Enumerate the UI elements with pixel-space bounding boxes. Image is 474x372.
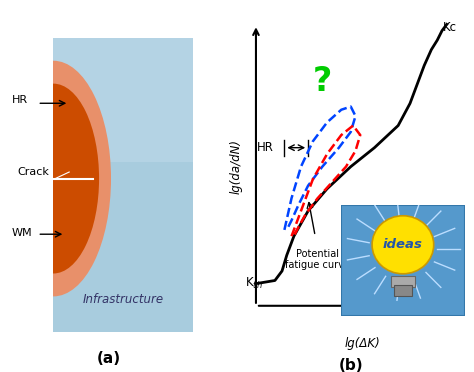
Text: (b): (b) bbox=[338, 358, 363, 372]
FancyBboxPatch shape bbox=[394, 285, 411, 296]
Text: Potential
fatigue curve: Potential fatigue curve bbox=[285, 249, 350, 270]
Text: Crack: Crack bbox=[18, 167, 49, 177]
Text: HR: HR bbox=[11, 95, 27, 105]
Ellipse shape bbox=[372, 216, 434, 274]
Text: Infrastructure: Infrastructure bbox=[82, 293, 164, 306]
FancyBboxPatch shape bbox=[53, 38, 192, 333]
Text: ?: ? bbox=[313, 65, 332, 98]
Text: (a): (a) bbox=[97, 351, 121, 366]
Text: K$_{th}$: K$_{th}$ bbox=[246, 276, 263, 291]
FancyBboxPatch shape bbox=[341, 205, 465, 316]
Text: WM: WM bbox=[11, 228, 32, 238]
FancyBboxPatch shape bbox=[391, 276, 415, 287]
Text: ideas: ideas bbox=[383, 238, 423, 251]
Text: lg(da/dN): lg(da/dN) bbox=[229, 139, 242, 194]
FancyBboxPatch shape bbox=[53, 38, 192, 162]
Ellipse shape bbox=[8, 84, 99, 273]
Text: Kc: Kc bbox=[443, 21, 457, 34]
Text: HR: HR bbox=[257, 141, 274, 154]
Ellipse shape bbox=[0, 61, 111, 296]
Polygon shape bbox=[9, 15, 53, 342]
Text: lg(ΔK): lg(ΔK) bbox=[345, 337, 381, 350]
Polygon shape bbox=[9, 15, 53, 342]
